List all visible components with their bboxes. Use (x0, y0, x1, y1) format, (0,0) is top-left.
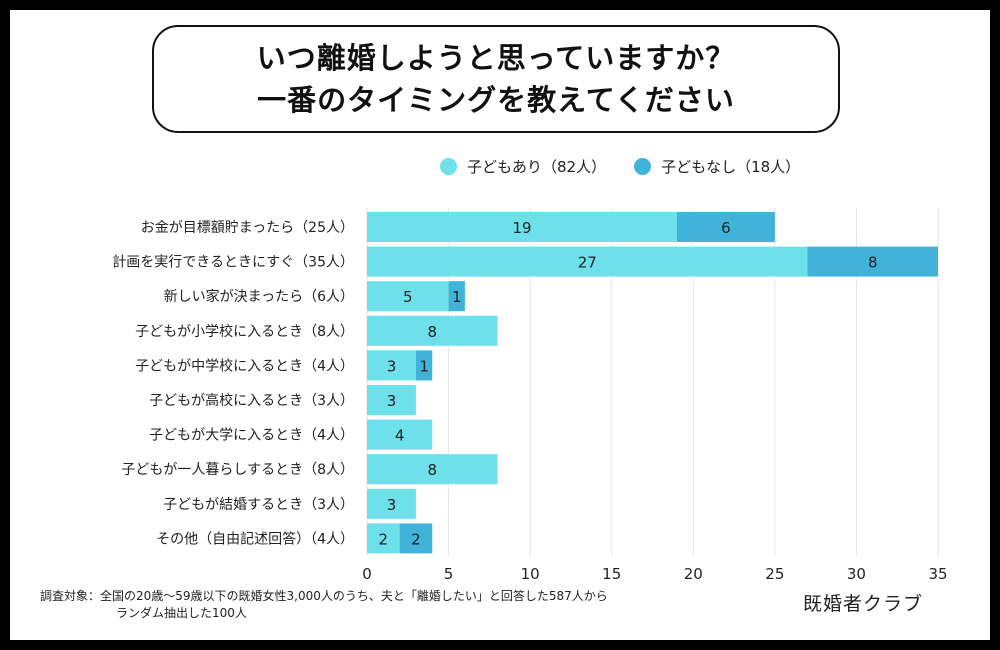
category-label: 子どもが中学校に入るとき（4人） (135, 357, 354, 374)
legend-item-with-children: 子どもあり（82人） (440, 156, 606, 177)
data-label: 2 (411, 530, 421, 548)
data-label: 2 (379, 530, 389, 548)
category-label: 子どもが小学校に入るとき（8人） (135, 323, 354, 340)
legend-label-with-children: 子どもあり（82人） (467, 158, 607, 176)
category-label: お金が目標額貯まったら（25人） (141, 220, 354, 236)
title-box: いつ離婚しようと思っていますか？ 一番のタイミングを教えてください (152, 25, 840, 133)
data-label: 5 (403, 288, 413, 306)
bar-with-children (367, 315, 498, 346)
data-label: 3 (387, 392, 397, 410)
bar-with-children (367, 212, 677, 242)
data-label: 3 (387, 496, 397, 514)
x-tick-label: 25 (765, 565, 784, 583)
category-label: 新しい家が決まったら（6人） (164, 288, 354, 305)
x-tick-label: 30 (847, 565, 866, 583)
data-label: 8 (427, 461, 437, 479)
bar-with-children (367, 281, 449, 312)
chart-title-line2: 一番のタイミングを教えてください (257, 83, 735, 117)
data-label: 4 (395, 427, 405, 445)
data-label: 27 (578, 254, 597, 272)
data-label: 3 (387, 357, 397, 375)
x-tick-label: 10 (521, 565, 540, 583)
bar-without-children (399, 523, 433, 554)
x-tick-label: 0 (362, 565, 372, 583)
category-label: その他（自由記述回答）（4人） (156, 530, 354, 547)
x-tick-label: 15 (602, 565, 621, 583)
bar-with-children (367, 385, 416, 415)
data-label: 1 (452, 288, 462, 306)
data-label: 8 (868, 254, 878, 272)
chart-title-line1: いつ離婚しようと思っていますか？ (256, 41, 736, 75)
legend: 子どもあり（82人） 子どもなし（18人） (440, 156, 828, 177)
category-label: 子どもが一人暮らしするとき（8人） (121, 462, 354, 478)
footnote-line1: 調査対象：全国の20歳〜59歳以下の既婚女性3,000人のうち、夫と「離婚したい… (40, 589, 608, 603)
bar-with-children (367, 419, 433, 450)
data-label: 8 (427, 323, 437, 341)
bar-with-children (367, 454, 498, 485)
data-label: 6 (721, 219, 731, 237)
data-label: 1 (419, 357, 429, 375)
category-label: 子どもが高校に入るとき（3人） (149, 392, 354, 409)
brand-label: 既婚者クラブ (803, 593, 924, 615)
category-label: 子どもが大学に入るとき（4人） (149, 428, 354, 444)
x-tick-label: 20 (684, 565, 703, 583)
category-label: 計画を実行できるときにすぐ（35人） (112, 255, 354, 271)
bar-with-children (367, 350, 416, 381)
bar-with-children (367, 523, 400, 554)
bar-without-children (415, 350, 433, 381)
data-label: 19 (512, 219, 531, 237)
footnote: 調査対象：全国の20歳〜59歳以下の既婚女性3,000人のうち、夫と「離婚したい… (40, 588, 608, 622)
x-tick-label: 35 (928, 565, 947, 583)
bar-without-children (807, 246, 938, 277)
bar-without-children (676, 212, 775, 242)
legend-item-without-children: 子どもなし（18人） (634, 156, 800, 177)
category-label: 子どもが結婚するとき（3人） (163, 497, 354, 513)
legend-swatch-without-children (634, 158, 652, 175)
bar-with-children (367, 488, 416, 519)
legend-swatch-with-children (440, 158, 457, 175)
footnote-line2: ランダム抽出した100人 (116, 606, 247, 620)
legend-label-without-children: 子どもなし（18人） (661, 158, 801, 176)
x-tick-label: 5 (444, 565, 454, 583)
bar-with-children (367, 246, 808, 277)
bar-without-children (448, 281, 465, 312)
